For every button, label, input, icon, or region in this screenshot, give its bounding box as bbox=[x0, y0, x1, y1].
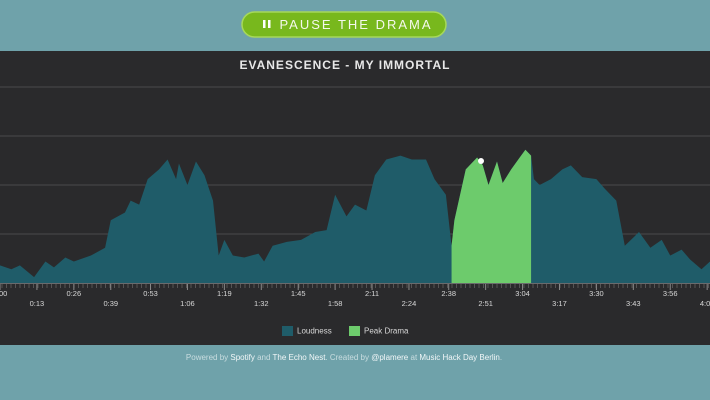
pause-icon bbox=[268, 20, 271, 28]
x-tick-label: 3:04 bbox=[515, 289, 530, 298]
button-shape[interactable] bbox=[241, 11, 447, 38]
x-tick-label: 0:13 bbox=[30, 299, 45, 308]
x-tick-label: 3:17 bbox=[552, 299, 567, 308]
chart-title: EVANESCENCE - MY IMMORTAL bbox=[239, 58, 450, 72]
x-tick-label: 0:53 bbox=[143, 289, 158, 298]
x-tick-label: 2:38 bbox=[441, 289, 456, 298]
x-tick-label: 3:30 bbox=[589, 289, 604, 298]
footer-part: and bbox=[255, 353, 273, 362]
x-tick-label: 1:06 bbox=[180, 299, 195, 308]
legend-label: Peak Drama bbox=[364, 327, 409, 336]
footer-part: Powered by bbox=[186, 353, 230, 362]
x-tick-label: 0:39 bbox=[103, 299, 118, 308]
x-tick-label: 3:56 bbox=[663, 289, 678, 298]
footer-part: at bbox=[408, 353, 419, 362]
x-tick-label: 2:11 bbox=[365, 289, 379, 298]
footer: Powered by Spotify and The Echo Nest. Cr… bbox=[186, 353, 502, 362]
legend-label: Loudness bbox=[297, 327, 332, 336]
x-tick-label: 4:09 bbox=[700, 299, 710, 308]
x-tick-label: 0:26 bbox=[67, 289, 82, 298]
footer-part[interactable]: The Echo Nest bbox=[273, 353, 327, 362]
area bbox=[451, 149, 532, 283]
area bbox=[0, 149, 710, 283]
x-tick-label: 3:43 bbox=[626, 299, 641, 308]
pause-button[interactable]: PAUSE THE DRAMA bbox=[241, 11, 447, 38]
x-tick-label: 0:00 bbox=[0, 289, 7, 298]
legend-swatch bbox=[349, 326, 360, 336]
x-tick-label: 2:51 bbox=[478, 299, 493, 308]
footer-part[interactable]: @plamere bbox=[371, 353, 409, 362]
x-tick-label: 1:58 bbox=[328, 299, 343, 308]
footer-part: . bbox=[500, 353, 502, 362]
pause-icon bbox=[263, 20, 266, 28]
footer-part: . Created by bbox=[325, 353, 371, 362]
legend-swatch bbox=[282, 326, 293, 336]
footer-part[interactable]: Spotify bbox=[230, 353, 254, 362]
x-tick-label: 1:19 bbox=[217, 289, 232, 298]
playhead bbox=[478, 158, 484, 164]
x-tick-label: 1:45 bbox=[291, 289, 306, 298]
x-tick-label: 1:32 bbox=[254, 299, 269, 308]
button-label[interactable]: PAUSE THE DRAMA bbox=[279, 17, 432, 32]
x-tick-label: 2:24 bbox=[402, 299, 417, 308]
footer-part[interactable]: Music Hack Day Berlin bbox=[419, 353, 499, 362]
